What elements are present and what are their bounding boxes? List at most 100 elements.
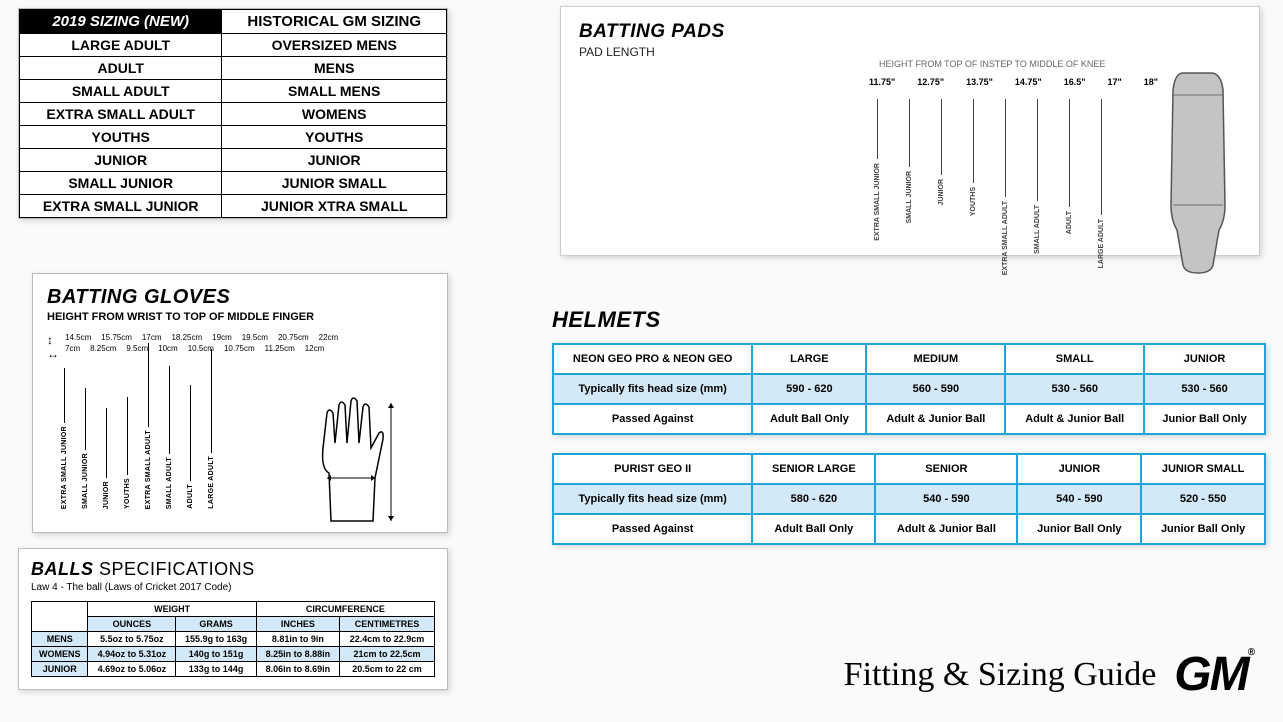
sizing-cell: MENS bbox=[222, 57, 447, 80]
sizing-cell: JUNIOR bbox=[20, 149, 222, 172]
pad-size-column: EXTRA SMALL ADULT bbox=[1002, 99, 1009, 275]
glove-bar bbox=[106, 408, 107, 478]
pads-title: BATTING PADS bbox=[579, 21, 1241, 43]
glove-bar bbox=[190, 385, 191, 481]
balls-cell: 21cm to 22.5cm bbox=[340, 647, 435, 662]
pad-bar bbox=[1069, 99, 1070, 207]
helmet-header: SENIOR bbox=[875, 454, 1017, 484]
balls-cell: 4.69oz to 5.06oz bbox=[88, 662, 176, 677]
gloves-subtitle: HEIGHT FROM WRIST TO TOP OF MIDDLE FINGE… bbox=[47, 311, 433, 323]
pad-size-column: SMALL JUNIOR bbox=[906, 99, 913, 223]
balls-title: BALLS SPECIFICATIONS bbox=[31, 559, 435, 580]
helmet-cell: 540 - 590 bbox=[875, 484, 1017, 514]
glove-bar bbox=[64, 368, 65, 423]
helmet-header: LARGE bbox=[752, 344, 866, 374]
balls-panel: BALLS SPECIFICATIONS Law 4 - The ball (L… bbox=[18, 548, 448, 690]
helmet-header: PURIST GEO II bbox=[553, 454, 752, 484]
glove-size-label: JUNIOR bbox=[103, 481, 110, 509]
page-title: Fitting & Sizing Guide bbox=[844, 656, 1157, 694]
sizing-cell: SMALL ADULT bbox=[20, 80, 222, 103]
batting-pads-panel: BATTING PADS PAD LENGTH HEIGHT FROM TOP … bbox=[560, 6, 1260, 256]
helmet-row-label: Passed Against bbox=[553, 514, 752, 544]
pad-bar bbox=[1037, 99, 1038, 201]
glove-size-column: EXTRA SMALL JUNIOR bbox=[61, 368, 68, 509]
glove-size-label: ADULT bbox=[187, 484, 194, 509]
glove-height-value: 18.25cm bbox=[171, 333, 202, 342]
glove-width-value: 12cm bbox=[305, 344, 325, 353]
glove-width-value: 11.25cm bbox=[265, 344, 295, 353]
helmet-header: JUNIOR bbox=[1144, 344, 1265, 374]
sizing-table: 2019 SIZING (NEW) HISTORICAL GM SIZING L… bbox=[19, 9, 447, 218]
balls-cell: 140g to 151g bbox=[176, 647, 256, 662]
pad-bar bbox=[1101, 99, 1102, 215]
pads-subtitle: PAD LENGTH bbox=[579, 45, 1241, 59]
sizing-cell: JUNIOR SMALL bbox=[222, 172, 447, 195]
helmet-header: SMALL bbox=[1005, 344, 1144, 374]
helmet-header: SENIOR LARGE bbox=[752, 454, 875, 484]
glove-bar bbox=[148, 343, 149, 427]
pad-size-column: SMALL ADULT bbox=[1034, 99, 1041, 254]
glove-height-value: 14.5cm bbox=[65, 333, 91, 342]
vertical-arrow-icon: ↕ bbox=[47, 333, 53, 347]
sizing-comparison-panel: 2019 SIZING (NEW) HISTORICAL GM SIZING L… bbox=[18, 8, 448, 219]
helmet-cell: 580 - 620 bbox=[752, 484, 875, 514]
glove-size-label: LARGE ADULT bbox=[208, 456, 215, 509]
helmet-row-label: Passed Against bbox=[553, 404, 752, 434]
glove-height-value: 17cm bbox=[142, 333, 162, 342]
balls-title-rest: SPECIFICATIONS bbox=[94, 559, 255, 579]
helmet-cell: Adult Ball Only bbox=[752, 514, 875, 544]
glove-size-label: SMALL ADULT bbox=[166, 457, 173, 509]
helmet-row-label: Typically fits head size (mm) bbox=[553, 374, 752, 404]
pad-bar bbox=[1005, 99, 1006, 197]
pad-size-label: JUNIOR bbox=[938, 179, 945, 205]
balls-row-label: WOMENS bbox=[32, 647, 88, 662]
sizing-cell: SMALL JUNIOR bbox=[20, 172, 222, 195]
helmet-header: MEDIUM bbox=[866, 344, 1005, 374]
balls-row-label: MENS bbox=[32, 632, 88, 647]
sizing-cell: EXTRA SMALL ADULT bbox=[20, 103, 222, 126]
pad-height-value: 14.75" bbox=[1015, 77, 1042, 87]
sizing-cell: SMALL MENS bbox=[222, 80, 447, 103]
batting-pad-icon bbox=[1163, 65, 1233, 275]
glove-width-value: 7cm bbox=[65, 344, 80, 353]
sizing-cell: JUNIOR bbox=[222, 149, 447, 172]
helmets-table-purist: PURIST GEO IISENIOR LARGESENIORJUNIORJUN… bbox=[552, 453, 1266, 545]
glove-size-column: YOUTHS bbox=[124, 397, 131, 509]
footer-title-block: Fitting & Sizing Guide GM® bbox=[844, 647, 1253, 702]
pad-height-value: 16.5" bbox=[1064, 77, 1086, 87]
balls-subheader: CENTIMETRES bbox=[340, 617, 435, 632]
balls-cell: 20.5cm to 22 cm bbox=[340, 662, 435, 677]
pad-size-column: ADULT bbox=[1066, 99, 1073, 234]
pad-size-label: LARGE ADULT bbox=[1098, 219, 1105, 268]
balls-law: Law 4 - The ball (Laws of Cricket 2017 C… bbox=[31, 582, 435, 593]
registered-icon: ® bbox=[1248, 647, 1253, 658]
sizing-cell: JUNIOR XTRA SMALL bbox=[222, 195, 447, 218]
glove-size-label: EXTRA SMALL JUNIOR bbox=[61, 426, 68, 509]
helmet-cell: Adult Ball Only bbox=[752, 404, 866, 434]
pad-height-value: 12.75" bbox=[917, 77, 944, 87]
helmet-cell: Adult & Junior Ball bbox=[866, 404, 1005, 434]
gm-logo: GM® bbox=[1174, 647, 1253, 702]
helmet-cell: 590 - 620 bbox=[752, 374, 866, 404]
glove-size-column: ADULT bbox=[187, 385, 194, 509]
helmet-cell: Junior Ball Only bbox=[1017, 514, 1141, 544]
helmet-header: JUNIOR SMALL bbox=[1141, 454, 1265, 484]
sizing-cell: EXTRA SMALL JUNIOR bbox=[20, 195, 222, 218]
glove-size-label: YOUTHS bbox=[124, 478, 131, 509]
pad-size-column: EXTRA SMALL JUNIOR bbox=[874, 99, 881, 241]
glove-width-value: 10cm bbox=[158, 344, 178, 353]
helmet-cell: 530 - 560 bbox=[1144, 374, 1265, 404]
balls-weight-header: WEIGHT bbox=[88, 602, 256, 617]
hand-icon bbox=[301, 393, 401, 523]
glove-height-value: 15.75cm bbox=[101, 333, 132, 342]
pad-size-label: YOUTHS bbox=[970, 187, 977, 216]
glove-size-column: EXTRA SMALL ADULT bbox=[145, 343, 152, 509]
glove-bar bbox=[211, 349, 212, 453]
balls-cell: 8.06in to 8.69in bbox=[256, 662, 339, 677]
balls-table: WEIGHT CIRCUMFERENCE OUNCESGRAMSINCHESCE… bbox=[31, 601, 435, 677]
pad-bar bbox=[941, 99, 942, 175]
helmets-title: HELMETS bbox=[552, 307, 1266, 333]
instep-label: HEIGHT FROM TOP OF INSTEP TO MIDDLE OF K… bbox=[879, 59, 1105, 69]
glove-width-value: 8.25cm bbox=[90, 344, 116, 353]
helmet-cell: 520 - 550 bbox=[1141, 484, 1265, 514]
